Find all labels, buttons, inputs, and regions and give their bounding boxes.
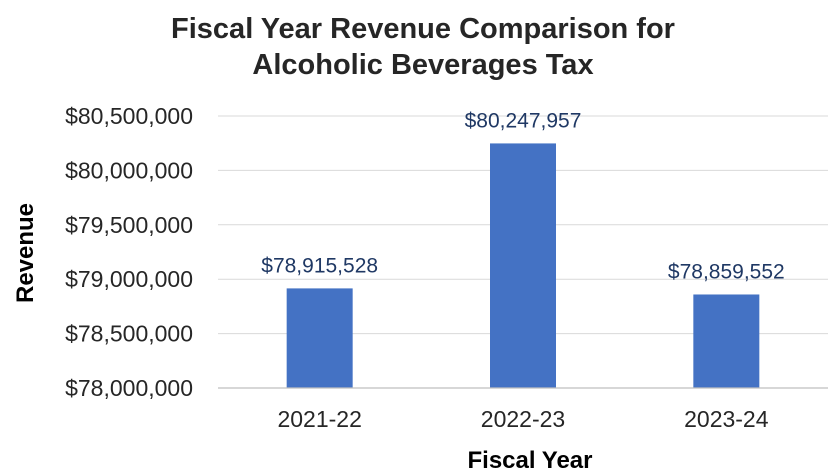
y-tick-label: $80,000,000: [65, 157, 193, 183]
x-tick-label-2022-23: 2022-23: [481, 406, 565, 432]
y-tick-label: $80,500,000: [65, 103, 193, 129]
y-tick-label: $79,500,000: [65, 212, 193, 238]
chart-title-line-2: Alcoholic Beverages Tax: [252, 49, 593, 81]
y-tick-labels: $78,000,000 $78,500,000 $79,000,000 $79,500…: [65, 103, 193, 401]
data-label-2021-22: $78,915,528: [261, 254, 378, 277]
bars: [286, 143, 760, 388]
data-label-2023-24: $78,859,552: [668, 260, 785, 283]
y-tick-label: $78,500,000: [65, 321, 193, 347]
chart-title: Fiscal Year Revenue Comparison for Alcoh…: [171, 13, 675, 81]
y-axis-title: Revenue: [12, 203, 39, 303]
data-label-2022-23: $80,247,957: [465, 109, 582, 132]
bar-2022-23: [490, 143, 556, 388]
x-tick-labels: 2021-22 2022-23 2023-24: [277, 406, 768, 432]
x-tick-label-2021-22: 2021-22: [277, 406, 361, 432]
x-axis-title: Fiscal Year: [468, 447, 593, 470]
x-tick-label-2023-24: 2023-24: [684, 406, 769, 432]
chart-title-line-1: Fiscal Year Revenue Comparison for: [171, 13, 675, 45]
bar-2023-24: [693, 294, 760, 388]
data-labels: $78,915,528 $80,247,957 $78,859,552: [261, 109, 784, 283]
bar-2021-22: [286, 288, 353, 388]
y-tick-label: $78,000,000: [65, 375, 193, 401]
y-tick-label: $79,000,000: [65, 266, 193, 292]
